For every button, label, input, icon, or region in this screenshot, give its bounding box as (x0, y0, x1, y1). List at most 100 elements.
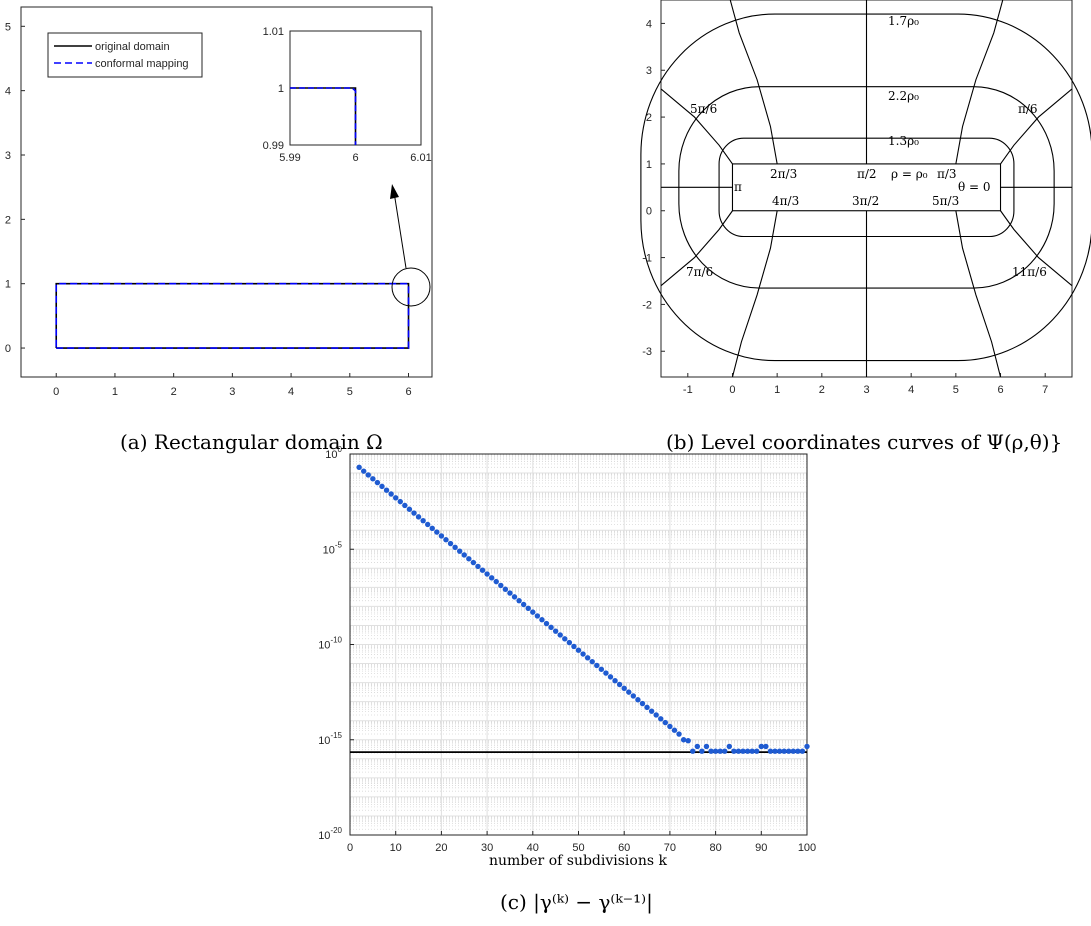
data-point (502, 586, 509, 592)
theta-5pi-6-curve (660, 88, 733, 165)
label-rho-1-3: 1.3ρ₀ (888, 134, 919, 148)
theta-11pi-6-curve (1000, 210, 1073, 287)
label-theta-4pi-3: 4π/3 (772, 194, 799, 208)
y-tick-label: 1 (646, 159, 652, 171)
data-point (447, 540, 454, 547)
label-rho-2-2: 2.2ρ₀ (888, 89, 919, 103)
data-point (680, 737, 687, 743)
label-theta-5pi-6: 5π/6 (690, 102, 717, 116)
panel-a-inset: 5.99 6 6.01 0.99 1 1.01 (263, 26, 432, 164)
data-point (580, 651, 586, 657)
x-tick-label: 0 (53, 386, 59, 398)
panel-c-y-ticks: 100 10-5 10-10 10-15 10-20 (318, 445, 354, 842)
data-point (594, 662, 600, 669)
x-tick-label: 5 (347, 386, 353, 398)
data-point (754, 748, 760, 754)
data-point (653, 712, 659, 718)
data-point (488, 575, 495, 581)
label-theta-pi-3: π/3 (937, 167, 957, 181)
data-point (740, 748, 746, 754)
data-point (475, 563, 481, 570)
data-point (461, 552, 467, 558)
data-point (575, 647, 582, 653)
theta-7pi-6-curve (660, 210, 733, 287)
y-tick-label: 0 (646, 206, 652, 218)
panel-b-x-ticks: -1 0 1 2 3 4 5 6 7 (683, 373, 1048, 396)
data-point (374, 479, 381, 486)
inset-x-tick-label: 5.99 (279, 152, 300, 164)
panel-a-legend: original domain conformal mapping (47, 32, 203, 78)
panel-a-series-original-domain (55, 282, 410, 349)
data-point (402, 502, 408, 509)
data-point (479, 567, 486, 573)
data-point (644, 704, 650, 711)
data-point (525, 605, 531, 612)
data-point (804, 743, 810, 750)
x-tick-label: 4 (288, 386, 294, 398)
panel-b-y-ticks: -3 -2 -1 0 1 2 3 4 (642, 18, 665, 358)
data-point (795, 748, 801, 754)
data-point (383, 487, 390, 493)
legend-box (47, 32, 203, 78)
data-point (571, 643, 577, 650)
y-tick-label: 4 (5, 86, 11, 98)
data-point (406, 506, 413, 512)
data-point (516, 597, 522, 604)
data-point (379, 483, 385, 490)
data-point (552, 628, 559, 634)
zoom-arrow-shaft (393, 191, 407, 269)
inset-y-tick-label: 1 (278, 83, 284, 95)
x-tick-label: 7 (1042, 384, 1048, 396)
data-point (763, 743, 769, 750)
zoom-arrow-head (390, 184, 399, 199)
data-point (731, 748, 737, 754)
y-tick-label: 10-20 (318, 826, 342, 842)
data-point (484, 571, 490, 577)
y-tick-label: 3 (5, 150, 11, 162)
y-tick-label: -2 (642, 299, 652, 311)
data-point (648, 708, 655, 714)
x-tick-label: 90 (755, 842, 767, 854)
data-point (466, 556, 472, 562)
data-point (470, 559, 477, 566)
data-point (699, 748, 705, 754)
data-point (630, 693, 637, 699)
data-point (676, 731, 682, 737)
label-theta-5pi-3: 5π/3 (932, 194, 959, 208)
x-tick-label: 6 (405, 386, 411, 398)
data-point (443, 537, 449, 543)
y-tick-label: 10-15 (318, 731, 342, 747)
x-tick-label: 5 (953, 384, 959, 396)
x-tick-label: 2 (819, 384, 825, 396)
data-point (424, 521, 431, 528)
data-point (744, 748, 751, 754)
x-tick-label: 4 (908, 384, 914, 396)
data-point (520, 601, 527, 608)
data-point (603, 670, 609, 676)
data-point (438, 533, 445, 539)
data-point (712, 748, 719, 754)
data-point (658, 716, 664, 722)
panel-c-data-points (356, 464, 810, 754)
x-tick-label: 70 (664, 842, 676, 854)
x-tick-label: 6 (997, 384, 1003, 396)
data-point (370, 476, 376, 482)
inset-x-ticks: 5.99 6 6.01 (279, 142, 432, 164)
data-point (717, 748, 723, 754)
caption-b: (b) Level coordinates curves of Ψ(ρ,θ)} (666, 430, 1063, 454)
data-point (456, 548, 463, 554)
x-tick-label: 2 (171, 386, 177, 398)
label-rho-1-7: 1.7ρ₀ (888, 14, 919, 28)
y-tick-label: -1 (642, 253, 652, 265)
y-tick-label: 10-5 (323, 540, 343, 556)
inset-x-tick-label: 6.01 (410, 152, 431, 164)
x-tick-label: 30 (481, 842, 493, 854)
data-point (598, 666, 605, 672)
data-point (708, 748, 714, 754)
panel-c: 0 10 20 30 40 50 60 70 80 90 100 100 10-5 10-10 10-15… (318, 445, 816, 869)
data-point (388, 491, 394, 497)
data-point (639, 700, 646, 707)
inset-y-tick-label: 0.99 (263, 140, 284, 152)
data-point (685, 738, 691, 744)
data-point (662, 719, 669, 726)
